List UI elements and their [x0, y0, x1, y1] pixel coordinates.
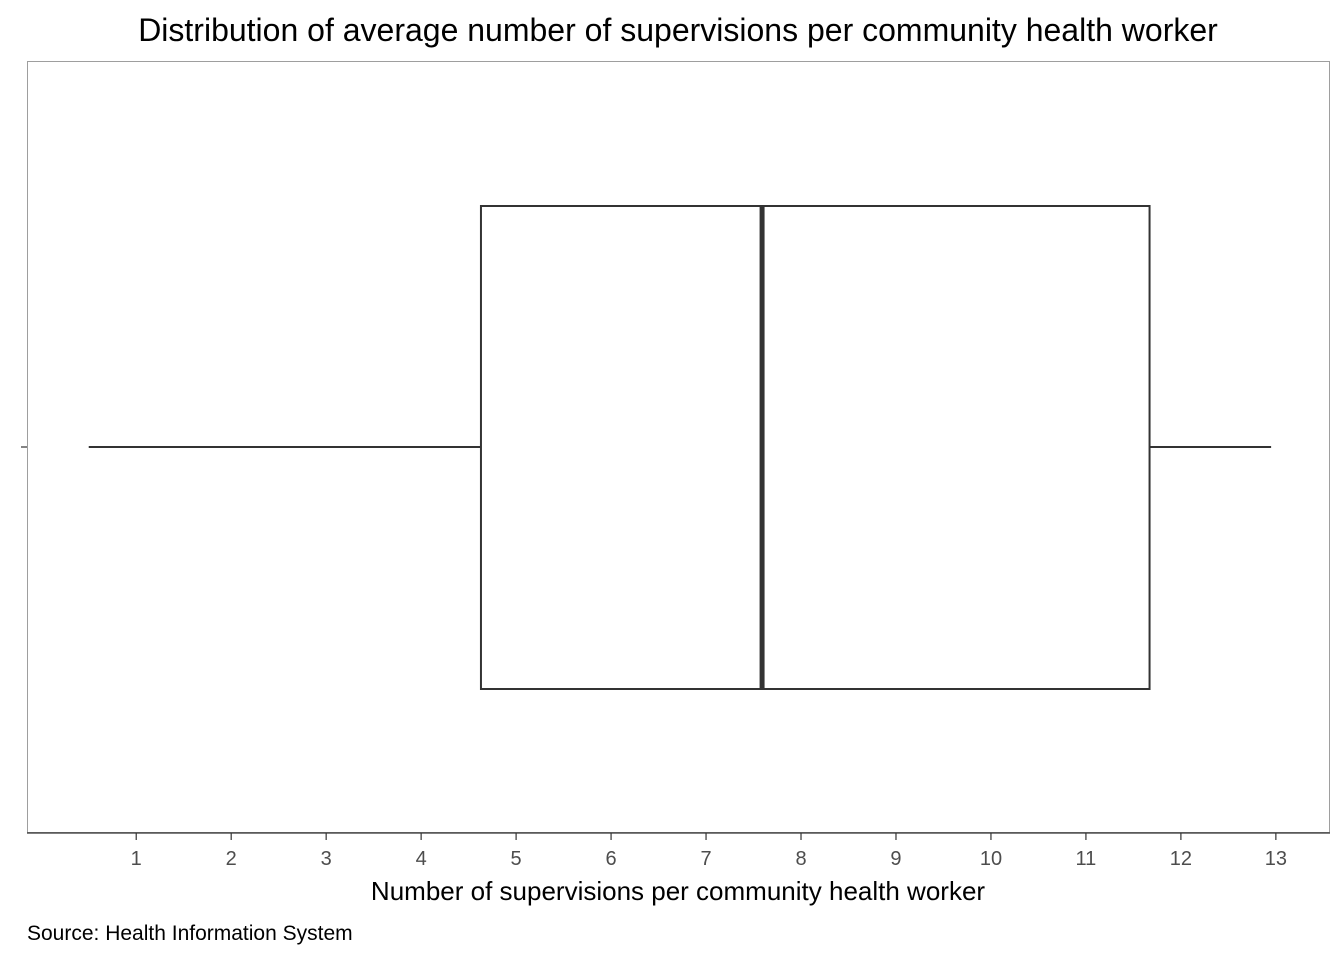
- x-axis-title: Number of supervisions per community hea…: [371, 876, 985, 906]
- x-axis-ticks: 1 2 3 4 5 6 7 8 9 10 11 12 13: [131, 833, 1287, 870]
- x-tick-label: 13: [1265, 848, 1287, 870]
- x-tick-label: 11: [1076, 848, 1097, 870]
- chart-title: Distribution of average number of superv…: [138, 12, 1218, 48]
- x-tick-label: 6: [606, 848, 617, 870]
- boxplot: [88, 205, 1272, 690]
- x-tick-label: 9: [890, 848, 901, 870]
- x-tick-label: 1: [131, 848, 142, 870]
- x-tick-label: 3: [321, 848, 332, 870]
- x-tick-label: 2: [226, 848, 237, 870]
- x-tick-label: 7: [700, 848, 711, 870]
- x-axis: 1 2 3 4 5 6 7 8 9 10 11 12 13: [27, 832, 1330, 870]
- x-tick-label: 4: [416, 848, 427, 870]
- x-tick-label: 5: [511, 848, 522, 870]
- interquartile-box: [479, 205, 1151, 690]
- x-tick-label: 12: [1170, 848, 1192, 870]
- source-caption: Source: Health Information System: [27, 922, 353, 945]
- x-tick-label: 10: [980, 848, 1002, 870]
- x-tick-label: 8: [795, 848, 806, 870]
